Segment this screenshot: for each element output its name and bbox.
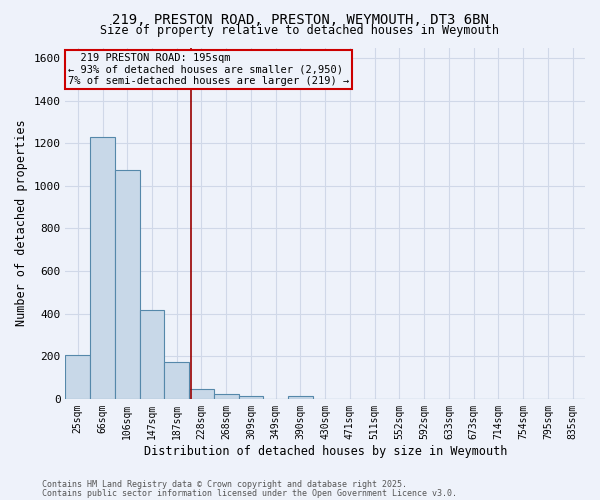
Bar — [189, 389, 214, 399]
Bar — [115, 170, 140, 399]
Bar — [288, 396, 313, 399]
Bar — [90, 137, 115, 399]
Text: 219, PRESTON ROAD, PRESTON, WEYMOUTH, DT3 6BN: 219, PRESTON ROAD, PRESTON, WEYMOUTH, DT… — [112, 12, 488, 26]
Bar — [164, 362, 189, 399]
Bar — [65, 355, 90, 399]
Text: Size of property relative to detached houses in Weymouth: Size of property relative to detached ho… — [101, 24, 499, 37]
Bar — [239, 396, 263, 399]
Y-axis label: Number of detached properties: Number of detached properties — [15, 120, 28, 326]
X-axis label: Distribution of detached houses by size in Weymouth: Distribution of detached houses by size … — [143, 444, 507, 458]
Bar — [140, 310, 164, 399]
Bar — [214, 394, 239, 399]
Text: Contains public sector information licensed under the Open Government Licence v3: Contains public sector information licen… — [42, 489, 457, 498]
Text: Contains HM Land Registry data © Crown copyright and database right 2025.: Contains HM Land Registry data © Crown c… — [42, 480, 407, 489]
Text: 219 PRESTON ROAD: 195sqm  
← 93% of detached houses are smaller (2,950)
7% of se: 219 PRESTON ROAD: 195sqm ← 93% of detach… — [68, 53, 349, 86]
